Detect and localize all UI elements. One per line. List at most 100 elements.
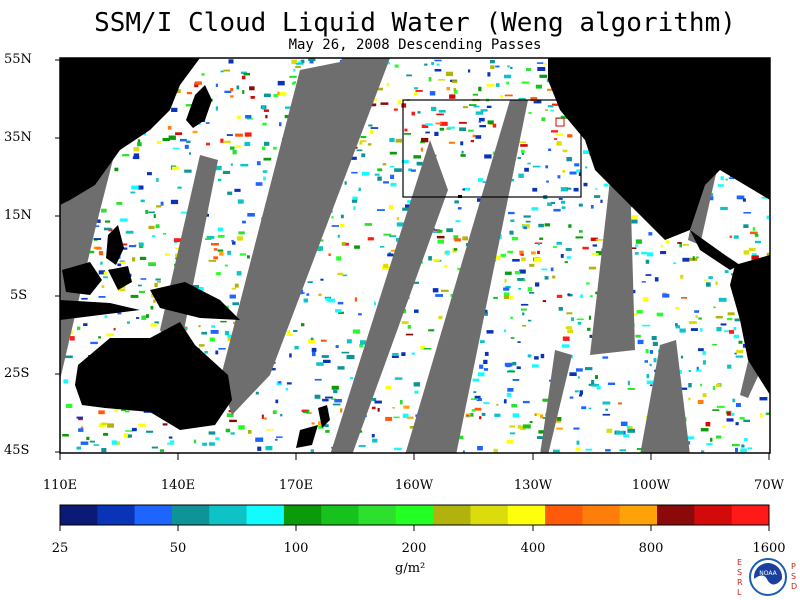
- cloud-cell: [273, 146, 277, 150]
- cloud-cell: [320, 278, 324, 281]
- cloud-cell: [196, 287, 204, 291]
- cloud-cell: [371, 406, 376, 410]
- cloud-cell: [168, 436, 173, 439]
- cloud-cell: [627, 426, 633, 431]
- cloud-cell: [679, 243, 682, 248]
- cloud-cell: [218, 178, 222, 182]
- cloud-cell: [520, 144, 528, 147]
- cloud-cell: [392, 407, 395, 409]
- cloud-cell: [522, 400, 530, 404]
- cloud-cell: [219, 251, 224, 256]
- cloud-cell: [578, 171, 582, 176]
- cloud-cell: [536, 62, 544, 64]
- cloud-cell: [194, 82, 199, 88]
- cloud-cell: [127, 321, 130, 324]
- cloud-cell: [287, 330, 291, 334]
- cloud-cell: [63, 379, 69, 384]
- cloud-cell: [591, 380, 595, 385]
- cloud-cell: [735, 447, 738, 453]
- cloud-cell: [553, 208, 561, 212]
- cloud-cell: [250, 96, 255, 99]
- cloud-cell: [342, 274, 348, 277]
- cloud-cell: [231, 287, 237, 290]
- cloud-cell: [510, 66, 513, 69]
- cloud-cell: [522, 312, 525, 316]
- cloud-cell: [374, 400, 382, 404]
- colorbar-swatch: [60, 505, 98, 525]
- cloud-cell: [358, 313, 362, 316]
- cloud-cell: [360, 136, 367, 139]
- cloud-cell: [511, 178, 515, 182]
- cloud-cell: [537, 67, 546, 71]
- cloud-cell: [527, 319, 532, 322]
- cloud-cell: [743, 212, 751, 214]
- cloud-cell: [743, 250, 749, 255]
- cloud-cell: [408, 168, 412, 172]
- cloud-cell: [436, 235, 445, 239]
- cloud-cell: [236, 85, 240, 90]
- cloud-cell: [675, 325, 681, 329]
- cloud-cell: [215, 83, 218, 87]
- cloud-cell: [560, 115, 569, 119]
- cloud-cell: [224, 264, 228, 267]
- cloud-cell: [518, 173, 524, 178]
- cloud-cell: [424, 63, 428, 66]
- cloud-cell: [401, 352, 406, 356]
- cloud-cell: [264, 417, 267, 420]
- cloud-cell: [334, 399, 342, 403]
- swath-gap: [590, 175, 635, 355]
- south-america-land: [730, 255, 770, 395]
- cloud-cell: [303, 298, 309, 303]
- cloud-cell: [694, 310, 700, 313]
- cloud-cell: [216, 272, 221, 276]
- cloud-cell: [387, 253, 394, 257]
- cloud-cell: [733, 235, 739, 239]
- cloud-cell: [654, 277, 659, 282]
- cloud-cell: [494, 413, 501, 417]
- cloud-cell: [393, 108, 398, 111]
- cloud-cell: [588, 315, 591, 320]
- cloud-cell: [437, 229, 443, 233]
- cloud-cell: [62, 434, 69, 437]
- cloud-cell: [518, 97, 526, 100]
- cloud-cell: [171, 107, 178, 112]
- cloud-cell: [529, 263, 535, 267]
- cloud-cell: [622, 430, 626, 435]
- cloud-cell: [227, 191, 233, 195]
- cloud-cell: [462, 188, 465, 191]
- cloud-cell: [162, 233, 167, 235]
- cloud-cell: [279, 122, 282, 127]
- cloud-cell: [645, 274, 652, 276]
- cloud-cell: [356, 149, 363, 152]
- colorbar-swatch: [470, 505, 509, 525]
- cloud-cell: [133, 147, 140, 152]
- cloud-cell: [749, 231, 758, 235]
- cloud-cell: [232, 302, 239, 306]
- cloud-cell: [291, 82, 295, 85]
- cloud-cell: [472, 134, 476, 138]
- cloud-cell: [512, 379, 520, 381]
- cloud-cell: [320, 339, 327, 342]
- cloud-cell: [81, 297, 88, 300]
- cloud-cell: [546, 180, 549, 183]
- cloud-cell: [336, 256, 342, 261]
- cloud-cell: [483, 402, 490, 405]
- cloud-cell: [358, 445, 366, 447]
- cloud-cell: [371, 434, 375, 438]
- cloud-cell: [710, 437, 713, 442]
- cloud-cell: [339, 223, 345, 227]
- cloud-cell: [154, 321, 159, 324]
- cloud-cell: [466, 415, 469, 417]
- cloud-cell: [229, 419, 237, 423]
- cloud-cell: [331, 216, 334, 219]
- swath-gap: [640, 340, 690, 453]
- cloud-cell: [595, 239, 604, 241]
- cloud-cell: [585, 448, 592, 451]
- cloud-cell: [186, 91, 192, 95]
- cloud-cell: [561, 200, 566, 204]
- cloud-cell: [566, 312, 573, 315]
- cloud-cell: [646, 380, 654, 385]
- colorbar-label: 800: [638, 541, 664, 556]
- cloud-cell: [265, 429, 274, 431]
- cloud-cell: [404, 128, 408, 132]
